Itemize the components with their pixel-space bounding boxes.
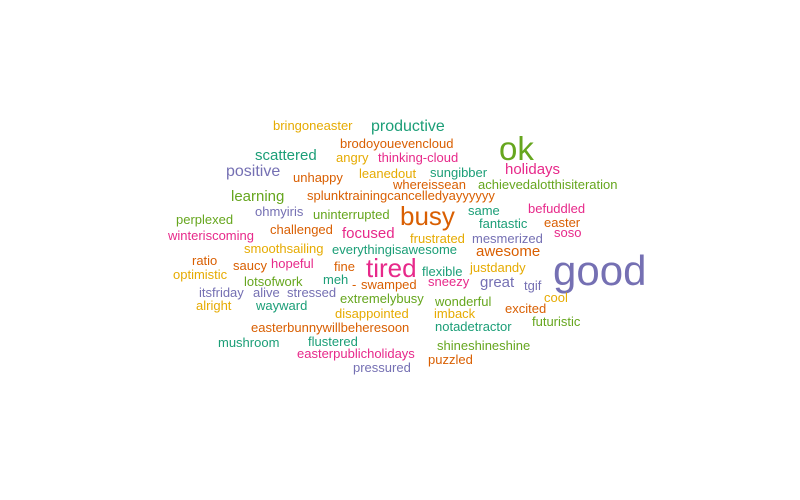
word-winteriscoming: winteriscoming [168, 228, 254, 243]
word-splunktrainingcancelledyayyyyyy: splunktrainingcancelledyayyyyyy [307, 188, 495, 203]
word-angry: angry [336, 150, 369, 165]
word-whereissean: whereissean [393, 177, 466, 192]
word-good: good [553, 247, 647, 294]
word-tired: tired [366, 253, 417, 283]
word-stressed: stressed [287, 285, 337, 300]
word-fine: fine [334, 259, 355, 274]
word-soso: soso [554, 225, 582, 240]
word-optimistic: optimistic [173, 267, 228, 282]
word-thinking-cloud: thinking-cloud [378, 150, 459, 165]
word-smoothsailing: smoothsailing [244, 241, 324, 256]
word-ohmyiris: ohmyiris [255, 204, 304, 219]
word-shineshineshine: shineshineshine [437, 338, 531, 353]
word-achievedalotthisiteration: achievedalotthisiteration [478, 177, 618, 192]
word-lotsofwork: lotsofwork [244, 274, 303, 289]
word-wonderful: wonderful [435, 294, 492, 309]
word-awesome: awesome [476, 243, 541, 260]
word-futuristic: futuristic [532, 314, 581, 329]
word-productive: productive [371, 118, 445, 135]
word-busy: busy [400, 201, 455, 231]
word-swamped: swamped [361, 277, 417, 292]
word-positive: positive [226, 163, 281, 180]
word-brodoyouevencloud: brodoyouevencloud [340, 136, 454, 151]
word-hopeful: hopeful [271, 256, 314, 271]
word-sungibber: sungibber [430, 165, 488, 180]
word-excited: excited [505, 301, 547, 316]
word-holidays: holidays [505, 161, 561, 178]
word-mesmerized: mesmerized [472, 231, 543, 246]
word-ok: ok [499, 130, 534, 167]
word-focused: focused [342, 225, 395, 242]
word-saucy: saucy [233, 258, 267, 273]
word-wayward: wayward [256, 298, 308, 313]
word-leanedout: leanedout [359, 166, 417, 181]
word-everythingisawesome: everythingisawesome [332, 242, 458, 257]
word-mushroom: mushroom [218, 335, 280, 350]
word-bringoneaster: bringoneaster [273, 118, 353, 133]
word-cool: cool [544, 290, 568, 305]
word-puzzled: puzzled [428, 352, 473, 367]
word-tgif: tgif [524, 278, 542, 293]
word-ratio: ratio [192, 253, 218, 268]
word-scattered: scattered [255, 147, 317, 164]
word-disappointed: disappointed [335, 306, 409, 321]
word-easterpublicholidays: easterpublicholidays [297, 346, 415, 361]
word-notadetractor: notadetractor [435, 319, 512, 334]
word-great: great [480, 274, 515, 291]
word-befuddled: befuddled [528, 201, 586, 216]
word-alright: alright [196, 298, 232, 313]
word-sneezy: sneezy [428, 274, 470, 289]
word-extremelybusy: extremelybusy [340, 291, 424, 306]
word-challenged: challenged [270, 222, 333, 237]
word-itsfriday: itsfriday [199, 285, 244, 300]
word-easterbunnywillbeheresoon: easterbunnywillbeheresoon [251, 320, 410, 335]
word-unhappy: unhappy [293, 170, 343, 185]
word-fantastic: fantastic [479, 216, 528, 231]
word-learning: learning [231, 188, 285, 205]
word-easter: easter [544, 215, 581, 230]
word-uninterrupted: uninterrupted [313, 207, 390, 222]
word-dash: - [352, 277, 357, 292]
word-pressured: pressured [353, 360, 411, 375]
word-flustered: flustered [308, 334, 358, 349]
word-frustrated: frustrated [410, 231, 465, 246]
word-same: same [468, 203, 500, 218]
word-perplexed: perplexed [176, 212, 234, 227]
word-flexible: flexible [422, 264, 463, 279]
word-alive: alive [253, 285, 280, 300]
word-imback: imback [434, 306, 476, 321]
word-meh: meh [323, 272, 349, 287]
word-justdandy: justdandy [470, 260, 526, 275]
